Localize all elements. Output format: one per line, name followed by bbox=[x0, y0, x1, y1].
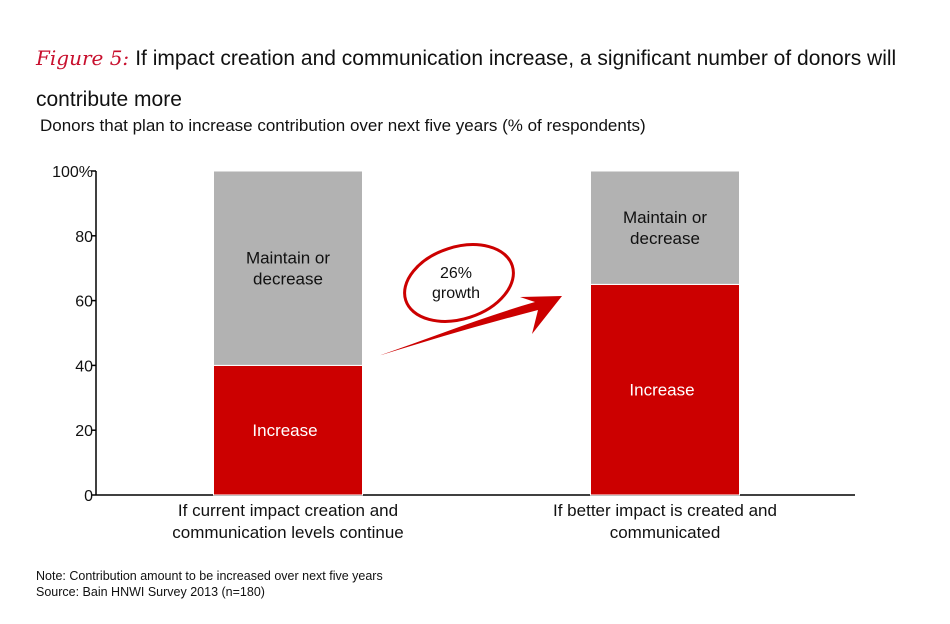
bar-segment-increase bbox=[213, 364, 363, 496]
segment-label: decrease bbox=[253, 270, 323, 289]
source-text: Source: Bain HNWI Survey 2013 (n=180) bbox=[36, 585, 265, 599]
x-category-label: If better impact is created and bbox=[553, 501, 777, 520]
segment-label: Maintain or bbox=[246, 249, 330, 268]
growth-annotation: growth bbox=[432, 285, 480, 302]
segment-label: decrease bbox=[630, 229, 700, 248]
y-tick-label: 60 bbox=[75, 294, 93, 311]
figure-label: Figure 5: bbox=[36, 46, 130, 70]
bar-segment-maintain bbox=[590, 170, 740, 285]
notes: Note: Contribution amount to be increase… bbox=[36, 568, 383, 600]
y-tick-label: 40 bbox=[75, 358, 93, 375]
chart-title-text: If impact creation and communication inc… bbox=[36, 47, 897, 111]
bar-segment-maintain bbox=[213, 170, 363, 366]
segment-label: Maintain or bbox=[623, 208, 707, 227]
annotation-circle bbox=[403, 243, 515, 323]
segment-label: Increase bbox=[629, 381, 694, 400]
x-category-label: If current impact creation and bbox=[178, 501, 398, 520]
x-category-label: communication levels continue bbox=[172, 523, 404, 542]
x-category-label: communicated bbox=[610, 523, 721, 542]
y-tick-label: 80 bbox=[75, 229, 93, 246]
chart-subtitle: Donors that plan to increase contributio… bbox=[40, 116, 646, 135]
y-tick-label: 20 bbox=[75, 423, 93, 440]
bar-segment-increase bbox=[590, 283, 740, 496]
y-tick-label: 100% bbox=[52, 164, 93, 181]
growth-arrow-icon bbox=[378, 296, 562, 356]
chart-title: Figure 5: If impact creation and communic… bbox=[36, 38, 936, 120]
growth-annotation: 26% bbox=[440, 265, 472, 282]
y-tick-label: 0 bbox=[84, 488, 93, 505]
segment-label: Increase bbox=[252, 421, 317, 440]
note-text: Note: Contribution amount to be increase… bbox=[36, 569, 383, 583]
